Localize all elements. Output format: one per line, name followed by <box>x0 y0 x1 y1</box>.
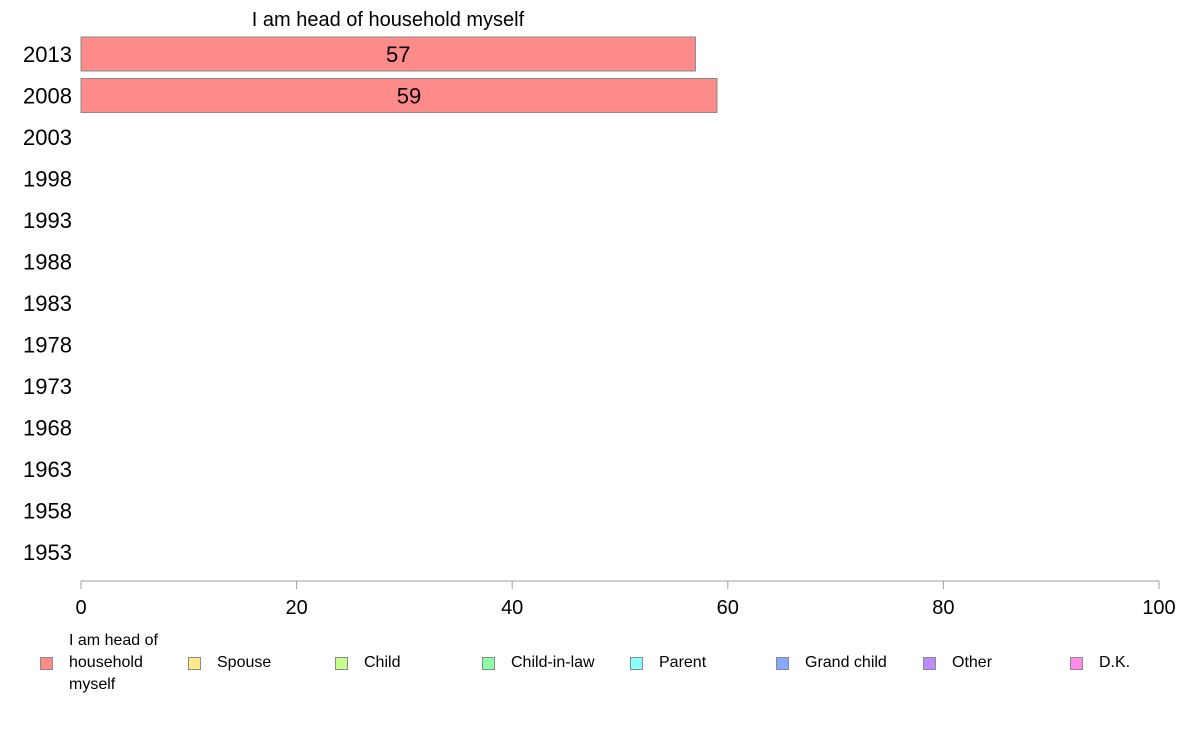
legend-item-head-of-household: I am head of household myself <box>40 630 158 696</box>
legend-label: Parent <box>659 654 707 671</box>
category-label: 1993 <box>23 208 72 233</box>
category-label: 1968 <box>23 416 72 441</box>
category-label: 1998 <box>23 167 72 192</box>
category-label: 1973 <box>23 374 72 399</box>
legend-item-child-in-law: Child-in-law <box>482 652 595 674</box>
legend-swatch <box>335 656 348 670</box>
category-label: 2003 <box>23 125 72 150</box>
legend-label: D.K. <box>1099 654 1131 671</box>
legend-item-parent: Parent <box>630 652 706 674</box>
bar-value-label: 59 <box>397 84 421 109</box>
legend-item-child: Child <box>335 652 400 674</box>
legend-label: Other <box>952 654 993 671</box>
legend-swatch <box>776 656 789 670</box>
category-label: 2008 <box>23 84 72 109</box>
category-label: 1983 <box>23 291 72 316</box>
legend-swatch <box>482 656 495 670</box>
category-label: 2013 <box>23 42 72 67</box>
x-tick-label: 80 <box>932 597 954 619</box>
bar-chart: I am head of household myself20132008200… <box>23 9 1176 619</box>
category-label: 1978 <box>23 333 72 358</box>
category-label: 1988 <box>23 250 72 275</box>
chart-title: I am head of household myself <box>252 9 525 31</box>
bar-value-label: 57 <box>386 42 410 67</box>
legend-label: Child <box>364 654 401 671</box>
legend-label: Spouse <box>217 654 272 671</box>
bar <box>80 36 696 72</box>
bar <box>80 78 718 113</box>
legend-item-other: Other <box>923 652 992 674</box>
legend-swatch <box>630 656 643 670</box>
legend-item-spouse: Spouse <box>188 652 271 674</box>
category-label: 1953 <box>23 540 72 565</box>
legend-swatch <box>1070 656 1083 670</box>
legend-swatch <box>188 656 201 670</box>
category-label: 1963 <box>23 457 72 482</box>
legend-item-grand-child: Grand child <box>776 652 887 674</box>
legend-label: Grand child <box>805 654 887 671</box>
legend-item-dk: D.K. <box>1070 652 1130 674</box>
legend-swatch <box>923 656 936 670</box>
x-tick-label: 40 <box>501 597 523 619</box>
legend-label: Child-in-law <box>511 654 595 671</box>
legend-swatch <box>40 656 53 670</box>
category-label: 1958 <box>23 499 72 524</box>
x-tick-label: 0 <box>75 597 86 619</box>
x-tick-label: 60 <box>717 597 739 619</box>
legend-label: I am head of household myself <box>69 632 158 693</box>
x-tick-label: 20 <box>285 597 307 619</box>
x-tick-label: 100 <box>1142 597 1175 619</box>
legend: I am head of household myself Spouse Chi… <box>0 630 1188 700</box>
